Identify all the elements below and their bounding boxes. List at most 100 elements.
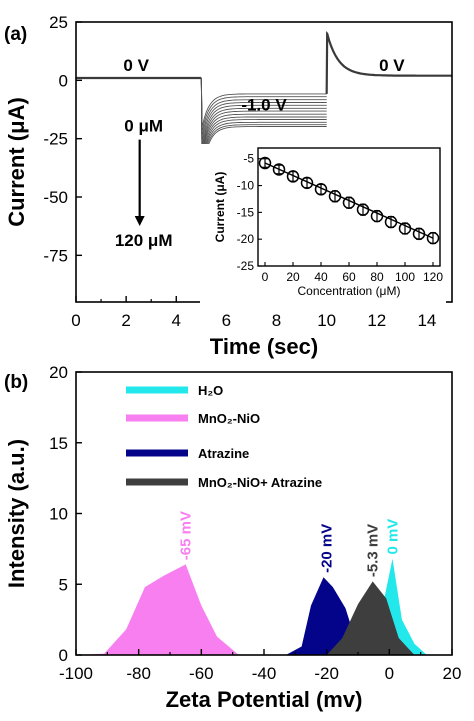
current-curve-30-um: [200, 77, 327, 142]
panel-a-y-tick-label: -50: [43, 188, 68, 207]
area-series-2: [285, 577, 358, 655]
inset-marks: [258, 156, 440, 245]
inset-data-point: [342, 196, 356, 209]
inset-y-axis-label: Current (μA): [213, 172, 227, 243]
concentration-arrow-head: [134, 216, 145, 226]
panel-b-x-tick-label: -20: [314, 664, 339, 683]
panel-a-y-tick-label: 0: [59, 71, 68, 90]
panel-b-ticks: -100 -80 -60 -40 -20 0 20 0 5 10 15 20: [49, 363, 461, 683]
inset-data-point: [314, 183, 328, 196]
panel-b-y-axis-label: Intensity (a.u.): [4, 439, 29, 588]
panel-a-x-tick-label: 10: [317, 311, 336, 330]
panel-b-areas: [76, 558, 427, 655]
inset-data-point: [384, 215, 398, 229]
inset-x-tick-label: 20: [286, 270, 300, 284]
legend-entry: MnO₂-NiO+ Atrazine: [198, 475, 322, 490]
current-curve-70-um: [200, 77, 327, 156]
panel-b-x-tick-label: -100: [59, 664, 93, 683]
panel-b-y-tick-label: 5: [59, 575, 68, 594]
panel-a-label: (a): [4, 24, 27, 45]
inset-ticks: 0 20 40 60 80 100 120 -5 -10 -15 -20 -25: [237, 152, 444, 284]
current-curve-110-um: [200, 77, 327, 168]
panel-a-curves: [76, 30, 452, 172]
panel-a-annotations: 0 V -1.0 V 0 V 0 μM 120 μM: [115, 56, 405, 250]
panel-a-y-tick-label: -25: [43, 130, 68, 149]
panel-b-x-tick-label: -60: [189, 664, 214, 683]
inset-y-tick-label: -20: [237, 232, 255, 246]
peak-label: -5.3 mV: [365, 524, 382, 577]
inset-data-point: [272, 163, 286, 176]
peak-label: -65 mV: [178, 511, 195, 560]
panel-a-x-tick-label: 0: [71, 311, 80, 330]
inset-y-tick-label: -15: [237, 205, 255, 219]
panel-a-annotation: 0 μM: [124, 117, 163, 136]
inset-data-point: [426, 231, 440, 245]
panel-b-x-axis-label: Zeta Potential (mv): [166, 687, 363, 712]
inset-x-tick-label: 0: [262, 270, 269, 284]
current-curve-40-um: [200, 77, 327, 146]
inset-y-tick-label: -25: [237, 259, 255, 273]
panel-a-y-tick-label: 25: [49, 13, 68, 32]
inset-x-tick-label: 120: [423, 270, 443, 284]
area-series-3: [326, 581, 415, 655]
inset-y-tick-label: -5: [243, 152, 254, 166]
inset-x-tick-label: 40: [314, 270, 328, 284]
panel-b-legend: H₂O MnO₂-NiO Atrazine MnO₂-NiO+ Atrazine: [126, 383, 322, 490]
panel-b-y-tick-label: 15: [49, 434, 68, 453]
panel-a-annotation: -1.0 V: [241, 96, 287, 115]
current-curve-90-um: [200, 77, 327, 163]
panel-b-y-tick-label: 10: [49, 505, 68, 524]
panel-a-x-tick-label: 8: [272, 311, 281, 330]
inset-data-point: [300, 176, 314, 190]
inset-data-point: [258, 156, 272, 170]
current-curve-0-um: [200, 77, 327, 128]
panel-b-label: (b): [4, 372, 28, 393]
current-curve-10-um: [200, 77, 327, 132]
panel-b: (b) -100 -80 -60 -40 -20 0 20 0 5 10 15 20 0 mV -65 …: [4, 363, 461, 712]
area-series-1: [76, 564, 239, 655]
current-curve-50-um: [200, 77, 327, 150]
panel-a-y-axis-label: Current (μA): [4, 97, 29, 227]
inset-data-point: [356, 203, 370, 216]
panel-b-y-tick-label: 20: [49, 363, 68, 382]
current-curve-100-um: [200, 77, 327, 165]
inset-x-tick-label: 100: [395, 270, 415, 284]
current-curve-120-um: [200, 77, 327, 172]
zero-volt-segment-2: [325, 30, 452, 94]
inset-y-tick-label: -10: [237, 179, 255, 193]
panel-a-annotation: 0 V: [379, 56, 405, 75]
panel-a-x-tick-label: 2: [121, 311, 130, 330]
panel-b-x-tick-label: 0: [385, 664, 394, 683]
inset-data-point: [412, 227, 426, 241]
peak-label: -20 mV: [319, 524, 336, 573]
inset-x-tick-label: 60: [342, 270, 356, 284]
inset-x-axis-label: Concentration (μM): [298, 284, 401, 298]
panel-a-x-tick-label: 6: [222, 311, 231, 330]
legend-entry: Atrazine: [198, 446, 249, 461]
panel-b-x-tick-label: 20: [443, 664, 462, 683]
panel-a-annotation: 120 μM: [115, 231, 173, 250]
panel-b-x-tick-label: -80: [126, 664, 151, 683]
current-curve-20-um: [200, 77, 327, 137]
inset-data-point: [286, 170, 300, 183]
inset-x-tick-label: 80: [370, 270, 384, 284]
panel-a-inset: 0 20 40 60 80 100 120 -5 -10 -15 -20 -25 Concentrat…: [200, 144, 446, 304]
current-curve-60-um: [200, 77, 327, 153]
panel-a-x-axis-label: Time (sec): [210, 334, 318, 359]
legend-entry: MnO₂-NiO: [198, 411, 260, 426]
panel-a-x-tick-label: 4: [172, 311, 181, 330]
inset-data-point: [398, 222, 412, 235]
peak-label: 0 mV: [384, 519, 401, 555]
inset-data-point: [328, 190, 342, 203]
panel-a-x-tick-label: 14: [417, 311, 436, 330]
inset-data-point: [370, 209, 384, 223]
panel-a-x-tick-label: 12: [367, 311, 386, 330]
panel-b-x-tick-label: -40: [252, 664, 277, 683]
panel-b-peak-labels: 0 mV -65 mV -20 mV -5.3 mV: [178, 511, 402, 577]
legend-entry: H₂O: [198, 383, 223, 398]
current-curve-80-um: [200, 77, 327, 159]
panel-b-y-tick-label: 0: [59, 646, 68, 665]
